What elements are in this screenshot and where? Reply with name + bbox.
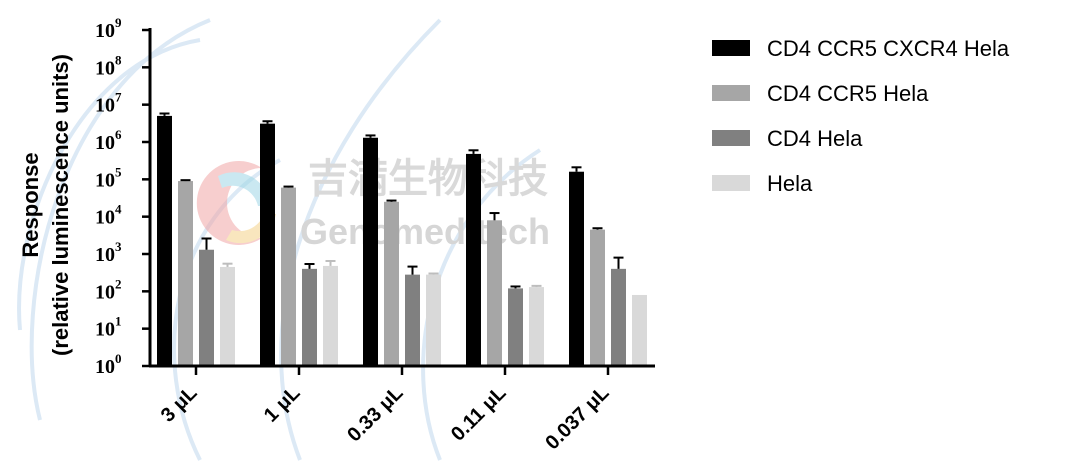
- y-tick-label: 101: [95, 314, 122, 341]
- bar: [323, 265, 338, 366]
- bar: [508, 288, 523, 366]
- bar: [260, 123, 275, 367]
- y-tick-label: 100: [95, 351, 122, 378]
- y-tick-exponent: 4: [115, 202, 122, 217]
- y-tick-exponent: 5: [115, 164, 122, 179]
- bar: [569, 171, 584, 366]
- x-tick-label: 0.33 μL: [343, 382, 407, 446]
- y-tick-exponent: 9: [115, 15, 122, 30]
- bar: [281, 187, 296, 366]
- bar: [302, 268, 317, 366]
- y-tick-label: 105: [95, 164, 122, 191]
- legend: CD4 CCR5 CXCR4 Hela CD4 CCR5 Hela CD4 Hela…: [712, 36, 1010, 196]
- x-tick-label: 0.037 μL: [541, 382, 613, 454]
- bar: [632, 294, 647, 366]
- y-tick-label: 102: [95, 276, 122, 303]
- y-tick-exponent: 2: [115, 276, 122, 291]
- y-tick-label: 109: [95, 15, 122, 42]
- y-tick-label: 106: [95, 127, 122, 154]
- y-tick-base: 10: [95, 20, 115, 42]
- y-tick-exponent: 7: [115, 90, 122, 105]
- bar: [363, 137, 378, 366]
- y-tick-base: 10: [95, 244, 115, 266]
- y-tick-label: 108: [95, 52, 122, 79]
- legend-swatch: [712, 130, 750, 146]
- y-tick-exponent: 8: [115, 52, 122, 67]
- bar: [178, 181, 193, 366]
- y-tick-label: 107: [95, 90, 122, 117]
- watermark-chinese-text: 吉满生物科技: [308, 156, 548, 202]
- y-axis-label-line1: Response: [18, 152, 43, 257]
- y-axis-label-line2: (relative luminescence units): [48, 54, 73, 356]
- x-tick-label: 0.11 μL: [447, 382, 511, 446]
- x-axis-tick-labels: 3 μL 1 μL 0.33 μL 0.11 μL 0.037 μL: [157, 366, 614, 454]
- y-tick-label: 103: [95, 239, 122, 266]
- watermark-english-text: Genomeditech: [300, 211, 550, 252]
- y-tick-base: 10: [95, 95, 115, 117]
- y-tick-label: 104: [95, 202, 122, 229]
- bar: [487, 220, 502, 366]
- x-tick-label: 3 μL: [157, 382, 202, 427]
- bar: [611, 268, 626, 366]
- bar: [220, 266, 235, 366]
- bar: [426, 274, 441, 366]
- watermark: 吉满生物科技 Genomeditech: [17, 18, 550, 461]
- legend-label: CD4 Hela: [767, 126, 863, 151]
- y-tick-exponent: 1: [115, 314, 122, 329]
- legend-swatch: [712, 175, 750, 191]
- bar: [157, 115, 172, 366]
- y-tick-base: 10: [95, 207, 115, 229]
- y-tick-base: 10: [95, 319, 115, 341]
- bar: [466, 153, 481, 366]
- y-tick-exponent: 0: [115, 351, 122, 366]
- y-tick-base: 10: [95, 356, 115, 378]
- y-tick-exponent: 6: [115, 127, 122, 142]
- y-tick-base: 10: [95, 132, 115, 154]
- legend-label: CD4 CCR5 CXCR4 Hela: [767, 36, 1010, 61]
- bar: [384, 201, 399, 366]
- bar: [405, 274, 420, 366]
- y-tick-exponent: 3: [115, 239, 122, 254]
- legend-swatch: [712, 40, 750, 56]
- legend-label: Hela: [767, 171, 813, 196]
- bar: [529, 287, 544, 366]
- legend-swatch: [712, 85, 750, 101]
- bars: [157, 112, 647, 367]
- bar: [199, 249, 214, 366]
- y-tick-base: 10: [95, 281, 115, 303]
- bar: [590, 229, 605, 366]
- y-tick-base: 10: [95, 169, 115, 191]
- legend-label: CD4 CCR5 Hela: [767, 81, 929, 106]
- y-tick-base: 10: [95, 57, 115, 79]
- x-tick-label: 1 μL: [260, 382, 305, 427]
